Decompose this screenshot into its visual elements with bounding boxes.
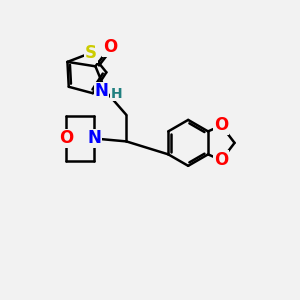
Text: O: O <box>103 38 117 56</box>
Text: O: O <box>59 130 73 148</box>
Text: H: H <box>111 87 123 101</box>
Text: N: N <box>94 82 108 100</box>
Text: S: S <box>85 44 97 62</box>
Text: N: N <box>87 130 101 148</box>
Text: O: O <box>214 116 228 134</box>
Text: O: O <box>214 151 228 169</box>
